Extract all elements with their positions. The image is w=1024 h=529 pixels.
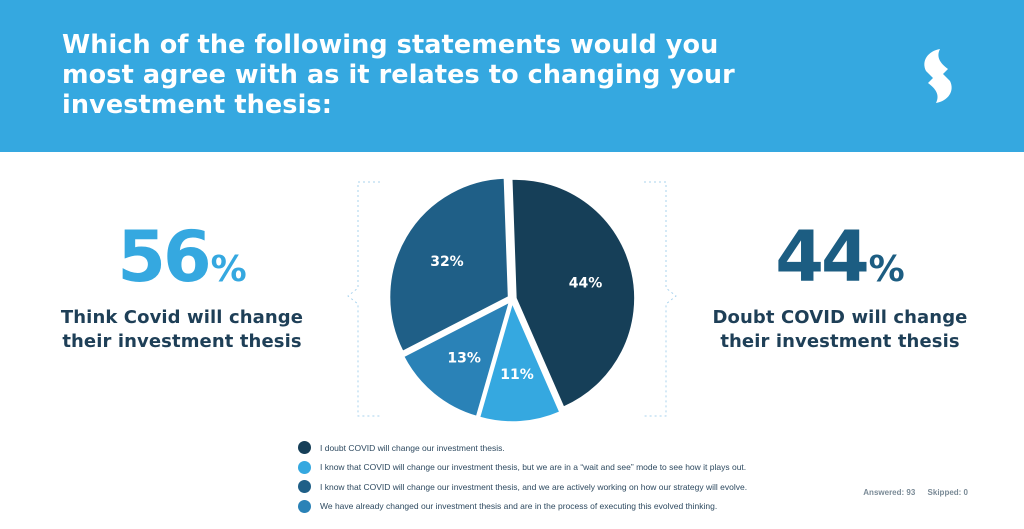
skipped-count: Skipped: 0 xyxy=(927,488,968,497)
brand-s-logo-icon xyxy=(924,49,952,103)
right-stat-description-line1: Doubt COVID will change xyxy=(712,307,968,328)
right-brace-decoration xyxy=(644,181,677,417)
legend-label-0: I doubt COVID will change our investment… xyxy=(320,442,505,453)
left-stat-percent-sign: % xyxy=(210,249,247,290)
answered-count: Answered: 93 xyxy=(863,488,916,497)
legend-item: I know that COVID will change our invest… xyxy=(298,477,747,497)
legend-label-2: I know that COVID will change our invest… xyxy=(320,481,748,492)
left-stat-description-line1: Think Covid will change xyxy=(60,307,304,328)
pie-slice-2 xyxy=(402,300,511,418)
pie-slice-1 xyxy=(478,300,561,422)
response-meta: Answered: 93 Skipped: 0 xyxy=(853,488,968,497)
left-stat-description-line2: their investment thesis xyxy=(62,331,302,352)
right-stat-description-line2: their investment thesis xyxy=(720,331,960,352)
page-title: Which of the following statements would … xyxy=(62,30,735,120)
legend-swatch-3 xyxy=(298,499,311,513)
left-stat-value: 56% xyxy=(52,222,312,292)
pie-slice-label-3: 32% xyxy=(430,254,464,270)
legend-item: We have already changed our investment t… xyxy=(298,497,747,517)
left-stat-number: 56 xyxy=(117,216,211,298)
right-stat-value: 44% xyxy=(712,222,968,292)
right-stat-number: 44 xyxy=(775,216,869,298)
right-stat-percent-sign: % xyxy=(868,249,905,290)
pie-chart: 44% 11% 13% 32% xyxy=(347,178,677,422)
legend-item: I doubt COVID will change our investment… xyxy=(298,438,747,458)
right-stat: 44% Doubt COVID will change their invest… xyxy=(712,222,968,354)
pie-slice-label-0: 44% xyxy=(569,275,603,291)
legend-swatch-2 xyxy=(298,480,311,494)
legend: I doubt COVID will change our investment… xyxy=(298,438,747,516)
left-brace-decoration xyxy=(347,181,380,417)
left-stat: 56% Think Covid will change their invest… xyxy=(52,222,312,354)
pie-slice-0 xyxy=(510,178,636,409)
legend-label-1: I know that COVID will change our invest… xyxy=(320,462,747,473)
legend-swatch-1 xyxy=(298,460,311,474)
pie-slice-label-2: 13% xyxy=(447,350,481,366)
right-stat-description: Doubt COVID will change their investment… xyxy=(712,306,968,354)
pie-slice-label-1: 11% xyxy=(500,367,534,383)
pie-slice-3 xyxy=(388,178,510,353)
legend-label-3: We have already changed our investment t… xyxy=(320,501,718,512)
pie-slices xyxy=(388,178,636,422)
legend-swatch-0 xyxy=(298,441,311,455)
legend-item: I know that COVID will change our invest… xyxy=(298,458,747,478)
header-banner: Which of the following statements would … xyxy=(0,0,1024,152)
left-stat-description: Think Covid will change their investment… xyxy=(52,306,312,354)
pie-labels: 44% 11% 13% 32% xyxy=(430,254,602,383)
